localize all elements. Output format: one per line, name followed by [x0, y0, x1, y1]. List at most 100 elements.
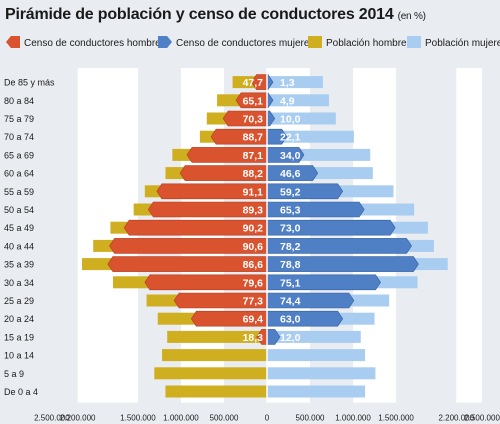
bar-population-men [162, 349, 267, 362]
legend-swatch-women-drivers [158, 36, 172, 48]
data-label-men-drivers: 70,3 [243, 114, 264, 126]
data-label-women-drivers: 73,0 [280, 223, 301, 235]
data-label-men-drivers: 87,1 [243, 150, 264, 162]
x-tick-label: 1.500.000 [120, 414, 156, 423]
grid-band-0 [77, 68, 138, 403]
legend-label-men-population: Población hombres [326, 38, 412, 49]
bar-drivers-men [235, 92, 268, 109]
data-label-women-drivers: 65,3 [280, 205, 301, 217]
x-tick-label: 500.000 [210, 414, 239, 423]
bar-drivers-men [147, 201, 268, 218]
legend-swatch-men-population [308, 36, 322, 48]
bar-drivers-men [256, 329, 268, 345]
category-label: De 85 y más [4, 78, 55, 88]
data-label-men-drivers: 90,2 [243, 223, 264, 235]
x-tick-label: 2.500.000 [464, 414, 500, 423]
bar-drivers-men [210, 128, 268, 145]
x-tick-label: 0 [265, 414, 270, 423]
grid-band-4 [456, 68, 483, 403]
bar-drivers-women [266, 310, 344, 327]
bar-drivers-men [156, 183, 268, 200]
data-label-women-drivers: 63,0 [280, 314, 301, 326]
data-label-men-drivers: 79,6 [243, 277, 264, 289]
bar-drivers-men [123, 219, 268, 236]
chart-legend: Censo de conductores hombres Censo de co… [6, 33, 500, 53]
x-tick-label: 500.000 [296, 414, 325, 423]
category-label: 20 a 24 [4, 314, 34, 324]
legend-label-women-population: Población mujeres [425, 38, 500, 49]
data-label-women-drivers: 78,2 [280, 241, 301, 253]
category-label: 60 a 64 [4, 169, 34, 179]
legend-label-women-drivers: Censo de conductores mujeres [176, 38, 315, 49]
legend-label-men-drivers: Censo de conductores hombres [24, 38, 166, 49]
data-label-women-drivers: 4,9 [280, 95, 295, 107]
data-label-men-drivers: 69,4 [243, 314, 264, 326]
population-pyramid-chart: De 85 y más 47,7 1,3 80 a 84 65,1 4,9 75 a 79 7… [4, 68, 500, 423]
category-label: 50 a 54 [4, 205, 34, 215]
category-label: 10 a 14 [4, 351, 34, 361]
bar-population-women [267, 94, 329, 107]
category-label: 35 a 39 [4, 260, 34, 270]
data-label-women-drivers: 75,1 [280, 277, 301, 289]
bar-drivers-men [173, 292, 268, 309]
bar-population-women [267, 130, 354, 143]
bar-drivers-men [251, 74, 268, 90]
bar-population-women [267, 112, 336, 125]
data-label-women-drivers: 1,3 [280, 77, 295, 89]
chart-title-text: Pirámide de población y censo de conduct… [5, 6, 394, 23]
bar-population-women [267, 76, 323, 89]
data-label-women-drivers: 12,0 [280, 332, 301, 344]
chart-title: Pirámide de población y censo de conduct… [5, 6, 426, 24]
bar-population-women [267, 385, 366, 398]
category-label: 25 a 29 [4, 296, 34, 306]
bar-population-men [154, 367, 267, 380]
data-label-women-drivers: 22,1 [280, 132, 301, 144]
legend-item-women-drivers: Censo de conductores mujeres [158, 36, 314, 49]
legend-swatch-men-drivers [6, 36, 20, 48]
data-label-men-drivers: 77,3 [243, 296, 264, 308]
bar-population-men [165, 385, 267, 398]
data-label-women-drivers: 34,0 [280, 150, 301, 162]
bar-drivers-men [144, 274, 268, 291]
chart-title-unit: (en %) [397, 11, 426, 22]
category-label: 80 a 84 [4, 96, 34, 106]
x-tick-label: 1.000.000 [163, 414, 199, 423]
category-label: 15 a 19 [4, 332, 34, 342]
data-label-men-drivers: 90,6 [243, 241, 264, 253]
data-label-women-drivers: 10,0 [280, 114, 301, 126]
category-label: 40 a 44 [4, 241, 34, 251]
data-label-men-drivers: 88,2 [243, 168, 264, 180]
bar-drivers-men [109, 238, 268, 254]
legend-item-women-population: Población mujeres [407, 36, 500, 49]
bar-drivers-women [266, 183, 344, 200]
bar-population-women [267, 349, 366, 362]
bar-drivers-men [190, 310, 268, 327]
bar-drivers-men [107, 256, 268, 272]
category-label: De 0 a 4 [4, 387, 38, 397]
bar-population-men [167, 330, 267, 343]
category-label: 75 a 79 [4, 114, 34, 124]
data-label-men-drivers: 91,1 [243, 186, 264, 198]
legend-item-men-drivers: Censo de conductores hombres [6, 36, 166, 49]
data-label-women-drivers: 59,2 [280, 186, 301, 198]
x-tick-label: 2.500.000 [34, 414, 70, 423]
category-label: 55 a 59 [4, 187, 34, 197]
bar-drivers-men [222, 110, 268, 127]
data-label-men-drivers: 86,6 [243, 259, 264, 271]
x-tick-label: 2.200.000 [438, 414, 474, 423]
category-label: 65 a 69 [4, 150, 34, 160]
x-tick-label: 1.000.000 [335, 414, 371, 423]
bar-population-women [267, 367, 376, 380]
category-label: 5 a 9 [4, 369, 24, 379]
data-label-men-drivers: 88,7 [243, 132, 264, 144]
category-label: 70 a 74 [4, 132, 34, 142]
data-label-men-drivers: 65,1 [243, 95, 264, 107]
data-label-men-drivers: 47,7 [243, 77, 264, 89]
x-tick-label: 2.200.000 [60, 414, 96, 423]
data-label-men-drivers: 89,3 [243, 205, 264, 217]
data-label-men-drivers: 18,3 [243, 332, 264, 344]
data-label-women-drivers: 78,8 [280, 259, 301, 271]
bar-drivers-men [186, 147, 268, 163]
legend-swatch-women-population [407, 36, 421, 48]
category-label: 45 a 49 [4, 223, 34, 233]
